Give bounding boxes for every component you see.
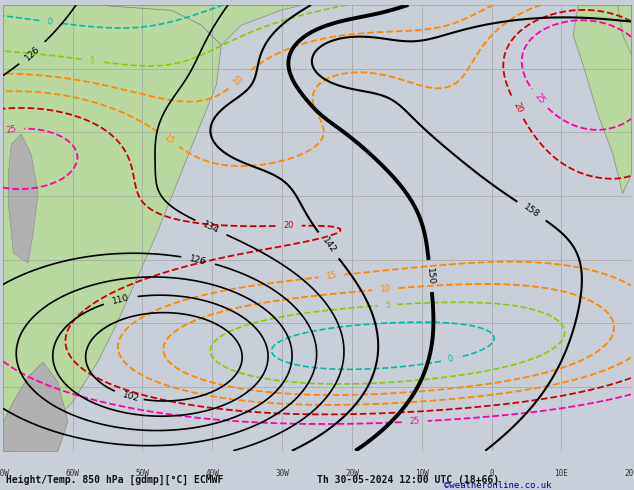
Text: 15: 15 bbox=[162, 133, 176, 146]
Text: 150: 150 bbox=[425, 267, 436, 285]
Text: 50W: 50W bbox=[136, 468, 150, 478]
Text: 126: 126 bbox=[189, 254, 208, 267]
Text: 110: 110 bbox=[111, 293, 130, 306]
Text: Th 30-05-2024 12:00 UTC (18+66): Th 30-05-2024 12:00 UTC (18+66) bbox=[317, 475, 499, 485]
Text: 10E: 10E bbox=[554, 468, 568, 478]
Text: 126: 126 bbox=[23, 44, 42, 62]
Text: 70W: 70W bbox=[0, 468, 10, 478]
Text: 10: 10 bbox=[380, 284, 391, 294]
Text: Height/Temp. 850 hPa [gdmp][°C] ECMWF: Height/Temp. 850 hPa [gdmp][°C] ECMWF bbox=[6, 475, 224, 485]
Text: 102: 102 bbox=[122, 390, 141, 404]
Text: 10: 10 bbox=[231, 74, 245, 87]
Text: 142: 142 bbox=[320, 236, 337, 255]
Text: ©weatheronline.co.uk: ©weatheronline.co.uk bbox=[444, 481, 552, 490]
Text: 5: 5 bbox=[384, 300, 391, 310]
Text: 158: 158 bbox=[522, 202, 541, 220]
Text: 20W: 20W bbox=[345, 468, 359, 478]
Text: 25: 25 bbox=[533, 92, 546, 106]
Text: 5: 5 bbox=[88, 56, 94, 65]
Text: 10W: 10W bbox=[415, 468, 429, 478]
Text: 0: 0 bbox=[489, 468, 494, 478]
Text: 0: 0 bbox=[447, 354, 454, 365]
Text: 134: 134 bbox=[201, 220, 221, 236]
Text: 20: 20 bbox=[511, 101, 524, 115]
Text: 15: 15 bbox=[326, 271, 337, 281]
Text: 0: 0 bbox=[46, 17, 53, 26]
Text: 60W: 60W bbox=[66, 468, 80, 478]
Text: 30W: 30W bbox=[275, 468, 289, 478]
Text: 20E: 20E bbox=[624, 468, 634, 478]
Text: 25: 25 bbox=[6, 124, 17, 135]
Text: 25: 25 bbox=[409, 417, 420, 426]
Text: 20: 20 bbox=[283, 221, 294, 230]
Text: 40W: 40W bbox=[205, 468, 219, 478]
